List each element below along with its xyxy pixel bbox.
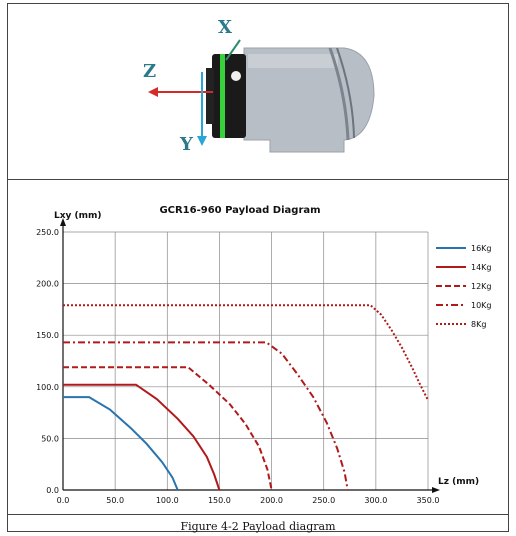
legend-label-16kg: 16Kg xyxy=(471,244,492,253)
figure-caption: Figure 4-2 Payload diagram xyxy=(180,520,336,533)
robot-illustration-cell: X Z Y xyxy=(8,4,508,180)
y-axis-label: Y xyxy=(179,134,194,155)
y-tick-label: 200.0 xyxy=(36,280,59,289)
x-axis-label: X xyxy=(218,17,232,38)
series-line-10kg xyxy=(63,341,349,491)
caption-cell: Figure 4-2 Payload diagram xyxy=(8,515,508,533)
x-tick-label: 250.0 xyxy=(312,496,335,505)
x-tick-label: 150.0 xyxy=(208,496,231,505)
y-tick-label: 150.0 xyxy=(36,331,59,340)
x-tick-label: 0.0 xyxy=(57,496,70,505)
payload-chart: 0.0 50.0 100.0 150.0 200.0 250.0 300.0 350.0 0.0… xyxy=(36,205,492,505)
robot-joint-body xyxy=(243,47,375,153)
x-tick-label: 300.0 xyxy=(364,496,387,505)
y-axis-title: Lxy (mm) xyxy=(54,211,102,221)
tool-flange xyxy=(212,54,246,138)
chart-axes xyxy=(60,218,440,493)
z-axis-arrowhead xyxy=(148,87,158,97)
series-line-14kg xyxy=(63,383,221,491)
legend-label-8kg: 8Kg xyxy=(471,320,486,329)
y-tick-label: 0.0 xyxy=(46,486,59,495)
x-axis-arrow xyxy=(225,39,241,61)
y-tick-label: 100.0 xyxy=(36,383,59,392)
cable-strap-outline xyxy=(336,47,355,139)
chart-grid xyxy=(63,231,429,490)
series-line-12kg xyxy=(63,366,273,491)
tool-flange-face xyxy=(206,68,214,124)
x-tick-label: 100.0 xyxy=(156,496,179,505)
cable-strap xyxy=(328,47,350,141)
chart-title: GCR16-960 Payload Diagram xyxy=(159,205,320,216)
chart-cell: 0.0 50.0 100.0 150.0 200.0 250.0 300.0 350.0 0.0… xyxy=(8,180,508,515)
y-tick-label: 50.0 xyxy=(41,434,59,443)
robot-joint-body-highlight xyxy=(248,54,338,68)
z-axis-label: Z xyxy=(143,61,156,82)
chart-tick-labels: 0.0 50.0 100.0 150.0 200.0 250.0 300.0 350.0 0.0… xyxy=(36,228,439,505)
x-axis-arrowhead xyxy=(432,487,440,493)
legend-label-10kg: 10Kg xyxy=(471,301,492,310)
figure-frame: X Z Y 0.0 50.0 100.0 150.0 200.0 250.0 300.0 35… xyxy=(7,3,509,533)
y-tick-label: 250.0 xyxy=(36,228,59,237)
x-tick-label: 50.0 xyxy=(106,496,124,505)
y-axis-arrowhead xyxy=(197,136,207,146)
series-line-16kg xyxy=(63,396,179,491)
y-axis-arrowhead xyxy=(60,218,66,226)
chart-series xyxy=(63,304,429,491)
chart-legend: 16Kg 14Kg 12Kg 10Kg 8Kg xyxy=(436,244,492,329)
x-tick-label: 200.0 xyxy=(260,496,283,505)
flange-mount-hole xyxy=(231,71,241,81)
legend-label-14kg: 14Kg xyxy=(471,263,492,272)
legend-label-12kg: 12Kg xyxy=(471,282,492,291)
x-axis-title: Lz (mm) xyxy=(438,477,479,487)
series-line-8kg xyxy=(63,304,429,401)
flange-green-ring xyxy=(220,54,225,138)
x-tick-label: 350.0 xyxy=(417,496,440,505)
robot-joint-illustration: X Z Y xyxy=(143,17,375,155)
